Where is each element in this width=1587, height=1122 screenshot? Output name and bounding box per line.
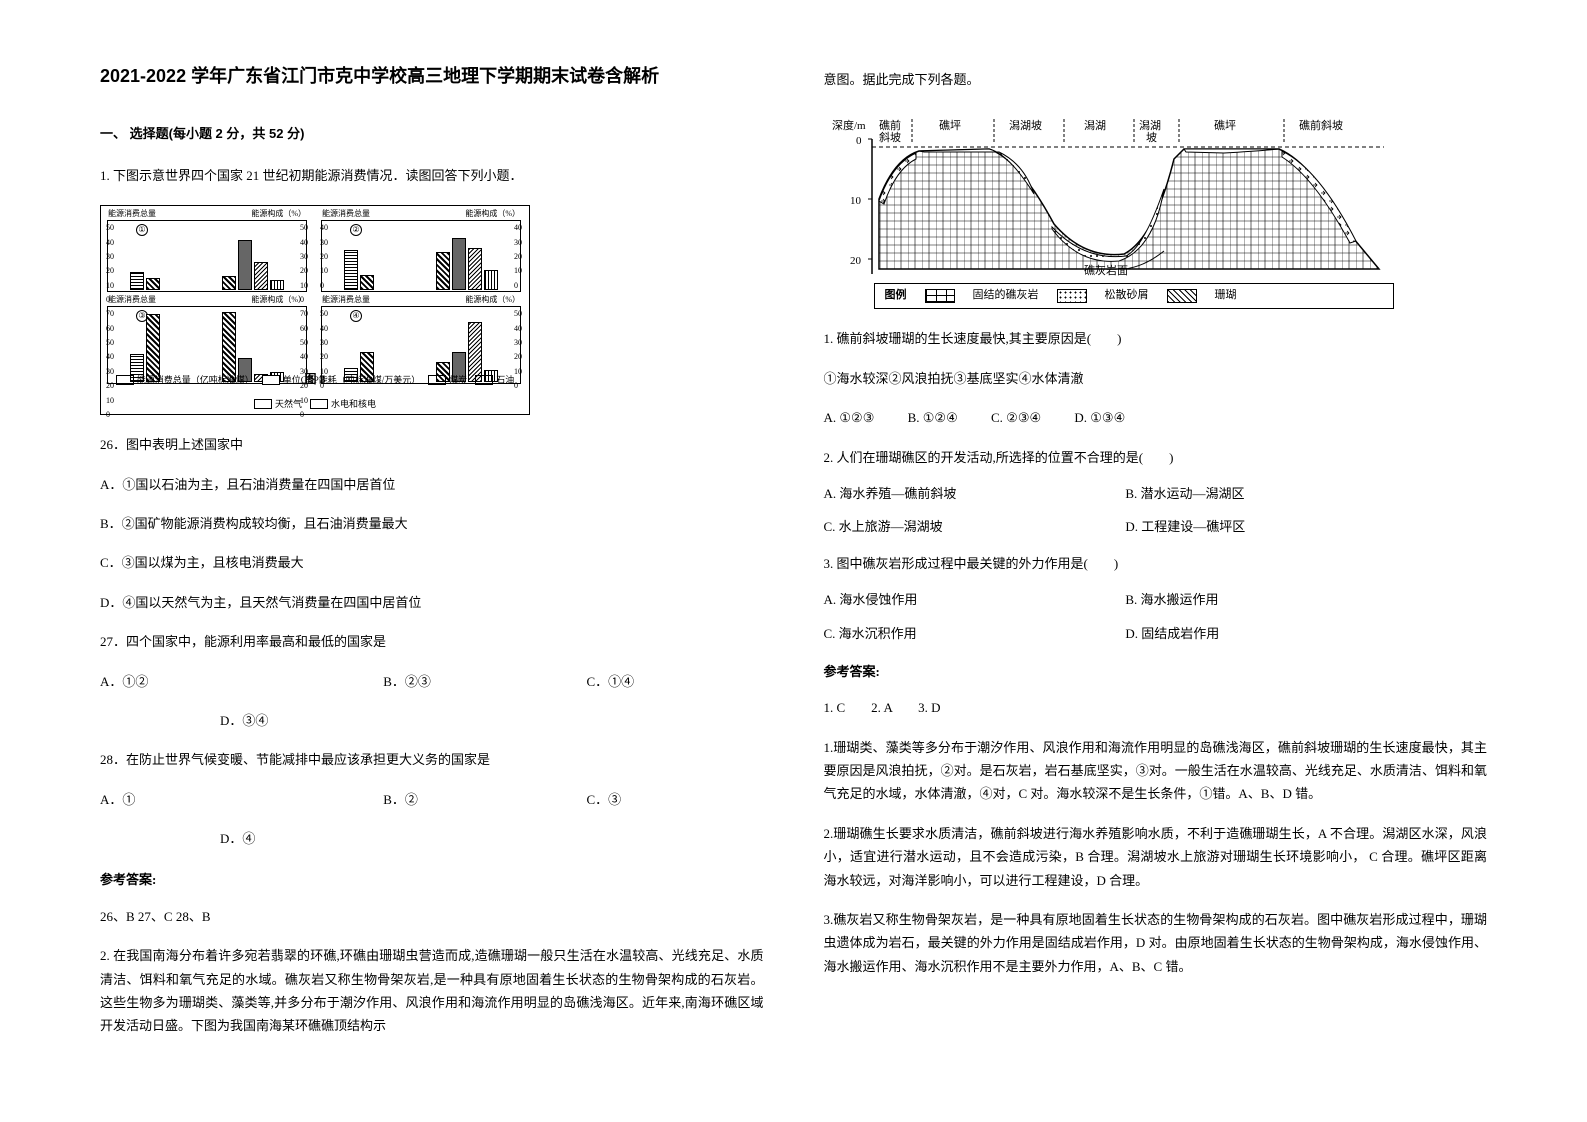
svg-text:20: 20 xyxy=(850,255,862,267)
q28-opt-c: C．③ xyxy=(587,788,622,811)
q28-opt-a: A．① xyxy=(100,788,350,811)
left-column: 2021-2022 学年广东省江门市克中学校高三地理下学期期末试卷含解析 一、 … xyxy=(100,60,764,1062)
q2-explanation-2: 2.珊瑚礁生长要求水质清洁，礁前斜坡进行海水养殖影响水质，不利于造礁珊瑚生长，A… xyxy=(824,822,1488,892)
opt-c: C. ②③④ xyxy=(991,406,1041,429)
legend-swatch-dots xyxy=(1057,289,1087,303)
q27-opt-d: D．③④ xyxy=(220,709,764,732)
q2-stem-part2: 意图。据此完成下列各题。 xyxy=(824,68,1488,91)
opt-a: A. 海水养殖—礁前斜坡 xyxy=(824,482,1123,505)
chart-mark-2: ② xyxy=(350,224,362,236)
svg-text:潟湖坡: 潟湖坡 xyxy=(1009,119,1042,132)
chart-label: 能源构成（%） xyxy=(465,207,520,221)
chart-mark-1: ① xyxy=(136,224,148,236)
legend-label: 石油 xyxy=(496,372,514,388)
exam-title: 2021-2022 学年广东省江门市克中学校高三地理下学期期末试卷含解析 xyxy=(100,60,764,92)
figure-energy-charts: 能源消费总量 能源构成（%） ① 50403020100 50403020100… xyxy=(100,205,530,415)
legend-label: 水电和核电 xyxy=(331,396,376,412)
q26-opt-d: D．④国以天然气为主，且天然气消费量在四国中居首位 xyxy=(100,591,764,614)
q27-opt-b: B．②③ xyxy=(383,670,553,693)
svg-text:斜坡: 斜坡 xyxy=(879,131,901,144)
q2-explanation-3: 3.礁灰岩又称生物骨架灰岩，是一种具有原地固着生长状态的生物骨架构成的石灰岩。图… xyxy=(824,908,1488,978)
opt-c: C. 海水沉积作用 xyxy=(824,622,1123,645)
q2-3-options-cd: C. 海水沉积作用 D. 固结成岩作用 xyxy=(824,622,1488,645)
q2-answer-line: 1. C 2. A 3. D xyxy=(824,696,1488,719)
legend-label: 天然气 xyxy=(275,396,302,412)
reef-svg: 深度/m 0 10 20 礁前斜坡 礁坪 潟湖坡 潟湖 潟湖坡 礁坪 礁前斜坡 xyxy=(824,109,1394,309)
q2-explanation-1: 1.珊瑚类、藻类等多分布于潮汐作用、风浪作用和海流作用明显的岛礁浅海区，礁前斜坡… xyxy=(824,736,1488,806)
q2-3-stem: 3. 图中礁灰岩形成过程中最关键的外力作用是( ) xyxy=(824,552,1488,575)
opt-d: D. ①③④ xyxy=(1074,406,1125,429)
q28-opt-d: D．④ xyxy=(220,827,764,850)
q2-1-line2: ①海水较深②风浪拍抚③基底坚实④水体清澈 xyxy=(824,367,1488,390)
svg-text:礁前: 礁前 xyxy=(879,118,901,132)
legend-swatch-arrows xyxy=(1167,289,1197,303)
q27-options: A．①② B．②③ C．①④ xyxy=(100,670,764,693)
svg-text:0: 0 xyxy=(856,135,862,147)
q2-1-stem: 1. 礁前斜坡珊瑚的生长速度最快,其主要原因是( ) xyxy=(824,327,1488,350)
reef-legend: 图例 固结的礁灰岩 松散砂屑 珊瑚 xyxy=(874,283,1394,309)
svg-text:坡: 坡 xyxy=(1146,131,1157,144)
q1-stem: 1. 下图示意世界四个国家 21 世纪初期能源消费情况．读图回答下列小题． xyxy=(100,164,764,187)
legend-c: 珊瑚 xyxy=(1215,286,1237,306)
chart-label: 能源构成（%） xyxy=(251,207,306,221)
q2-2-stem: 2. 人们在珊瑚礁区的开发活动,所选择的位置不合理的是( ) xyxy=(824,446,1488,469)
legend-label: 单位GDP能耗（吨标准煤/万美元） xyxy=(283,372,421,388)
q2-2-options-cd: C. 水上旅游—潟湖坡 D. 工程建设—礁坪区 xyxy=(824,515,1488,538)
q26-opt-c: C．③国以煤为主，且核电消费最大 xyxy=(100,551,764,574)
answer-heading: 参考答案: xyxy=(100,868,764,891)
q2-1-options: A. ①②③ B. ①②④ C. ②③④ D. ①③④ xyxy=(824,406,1488,429)
figure-legend: 能源消费总量（亿吨标准煤） 单位GDP能耗（吨标准煤/万美元） 煤炭 石油 天然… xyxy=(101,372,529,412)
q28-stem: 28．在防止世界气候变暖、节能减排中最应该承担更大义务的国家是 xyxy=(100,748,764,771)
answer-heading-2: 参考答案: xyxy=(824,660,1488,683)
legend-label: 煤炭 xyxy=(449,372,467,388)
legend-swatch-brick xyxy=(925,289,955,303)
chart-label: 能源消费总量 xyxy=(322,207,370,221)
section-1-heading: 一、 选择题(每小题 2 分，共 52 分) xyxy=(100,122,764,145)
chart-label: 能源构成（%） xyxy=(465,293,520,307)
opt-a: A. 海水侵蚀作用 xyxy=(824,588,1123,611)
legend-label: 能源消费总量（亿吨标准煤） xyxy=(137,372,254,388)
chart-label: 能源构成（%） xyxy=(251,293,306,307)
opt-d: D. 固结成岩作用 xyxy=(1125,622,1424,645)
chart-label: 能源消费总量 xyxy=(322,293,370,307)
q2-2-options-ab: A. 海水养殖—礁前斜坡 B. 潜水运动—潟湖区 xyxy=(824,482,1488,505)
chart-label: 能源消费总量 xyxy=(108,293,156,307)
opt-b: B. 海水搬运作用 xyxy=(1125,588,1424,611)
figure-reef-cross-section: 深度/m 0 10 20 礁前斜坡 礁坪 潟湖坡 潟湖 潟湖坡 礁坪 礁前斜坡 xyxy=(824,109,1394,309)
legend-b: 松散砂屑 xyxy=(1105,286,1149,306)
svg-text:礁前斜坡: 礁前斜坡 xyxy=(1299,118,1343,132)
svg-text:潟湖: 潟湖 xyxy=(1139,119,1161,132)
q2-stem-part1: 2. 在我国南海分布着许多宛若翡翠的环礁,环礁由珊瑚虫营造而成,造礁珊瑚一般只生… xyxy=(100,944,764,1038)
chart-label: 能源消费总量 xyxy=(108,207,156,221)
opt-b: B. ①②④ xyxy=(908,406,958,429)
q27-opt-c: C．①④ xyxy=(587,670,635,693)
svg-text:10: 10 xyxy=(850,195,862,207)
q26-opt-a: A．①国以石油为主，且石油消费量在四国中居首位 xyxy=(100,473,764,496)
yaxis-label: 深度/m xyxy=(832,118,866,132)
opt-d: D. 工程建设—礁坪区 xyxy=(1125,515,1424,538)
chart-mark-4: ④ xyxy=(350,310,362,322)
q28-options: A．① B．② C．③ xyxy=(100,788,764,811)
q27-stem: 27．四个国家中，能源利用率最高和最低的国家是 xyxy=(100,630,764,653)
legend-a: 固结的礁灰岩 xyxy=(973,286,1039,306)
q28-opt-b: B．② xyxy=(383,788,553,811)
svg-text:礁灰岩面: 礁灰岩面 xyxy=(1084,263,1128,277)
opt-b: B. 潜水运动—潟湖区 xyxy=(1125,482,1424,505)
legend-title: 图例 xyxy=(885,286,907,306)
opt-a: A. ①②③ xyxy=(824,406,875,429)
q26-stem: 26．图中表明上述国家中 xyxy=(100,433,764,456)
q26-opt-b: B．②国矿物能源消费构成较均衡，且石油消费量最大 xyxy=(100,512,764,535)
svg-text:礁坪: 礁坪 xyxy=(1214,118,1236,132)
svg-text:礁坪: 礁坪 xyxy=(939,118,961,132)
q1-answer: 26、B 27、C 28、B xyxy=(100,905,764,928)
opt-c: C. 水上旅游—潟湖坡 xyxy=(824,515,1123,538)
q2-3-options-ab: A. 海水侵蚀作用 B. 海水搬运作用 xyxy=(824,588,1488,611)
right-column: 意图。据此完成下列各题。 深度/m 0 10 20 礁前斜坡 礁坪 潟湖坡 潟湖… xyxy=(824,60,1488,1062)
q27-opt-a: A．①② xyxy=(100,670,350,693)
svg-text:潟湖: 潟湖 xyxy=(1084,119,1106,132)
